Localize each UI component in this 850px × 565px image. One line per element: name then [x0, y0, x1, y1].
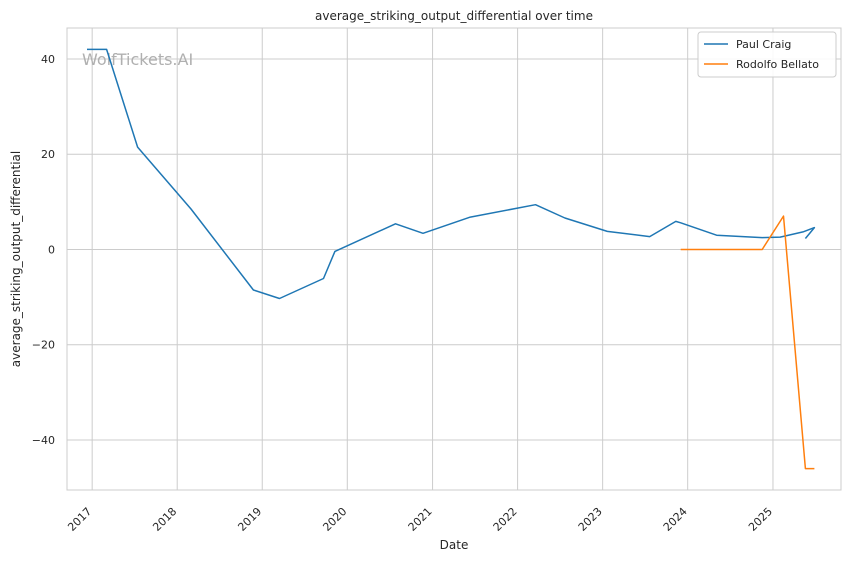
y-tick-label: −20: [32, 339, 55, 352]
legend: Paul Craig Rodolfo Bellato: [697, 31, 837, 78]
legend-label-paul-craig: Paul Craig: [736, 38, 791, 51]
x-tick-label: 2020: [320, 505, 349, 534]
y-axis-label: average_striking_output_differential: [9, 151, 23, 367]
plot-area-frame: [66, 27, 842, 491]
x-axis-ticks: 2017 2018 2019 2020 2021 2022 2023 2024 2025: [65, 505, 775, 534]
x-tick-label: 2025: [746, 505, 775, 534]
series-line-paul-craig: [87, 48, 816, 300]
x-tick-label: 2019: [235, 505, 264, 534]
x-tick-label: 2022: [491, 505, 520, 534]
x-tick-label: 2023: [576, 505, 605, 534]
grid-lines: [67, 28, 841, 490]
legend-label-rodolfo-bellato: Rodolfo Bellato: [736, 58, 819, 71]
y-tick-label: 40: [41, 53, 55, 66]
x-tick-label: 2017: [65, 505, 94, 534]
series-line-rodolfo-bellato: [680, 215, 815, 470]
y-axis-ticks: 40 20 0 −20 −40: [32, 53, 55, 447]
x-tick-label: 2021: [406, 505, 435, 534]
y-tick-label: 0: [48, 243, 55, 256]
watermark-text: WolfTickets.AI: [82, 50, 193, 69]
series-lines: [87, 48, 816, 470]
y-tick-label: −40: [32, 434, 55, 447]
legend-box: [697, 31, 837, 78]
x-tick-label: 2024: [661, 505, 690, 534]
chart-title: average_striking_output_differential ove…: [315, 9, 593, 23]
x-tick-label: 2018: [150, 505, 179, 534]
y-tick-label: 20: [41, 148, 55, 161]
x-axis-label: Date: [440, 538, 469, 552]
